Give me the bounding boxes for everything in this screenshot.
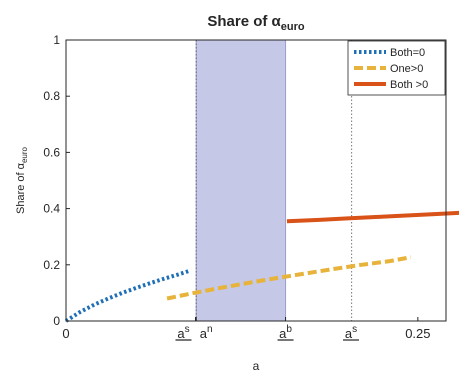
x-tick-label: as xyxy=(177,324,189,341)
x-tick-label: 0 xyxy=(62,326,69,341)
series-line-1 xyxy=(64,268,191,323)
x-tick-label: an xyxy=(200,324,213,341)
series-line-2 xyxy=(166,255,412,301)
y-tick-label: 0 xyxy=(53,314,60,328)
shaded-region xyxy=(195,39,287,322)
x-axis-label: a xyxy=(253,359,260,373)
y-tick-label: 0.4 xyxy=(43,202,60,216)
series-line-3 xyxy=(286,210,459,224)
chart-title: Share of αeuro xyxy=(207,13,305,33)
x-tick-label: ab xyxy=(279,324,292,341)
x-tick-label: 0.25 xyxy=(405,326,430,341)
legend-label-1: Both=0 xyxy=(390,47,425,59)
y-tick-label: 0.8 xyxy=(43,89,60,103)
plot-frame xyxy=(65,39,447,322)
y-tick-label: 0.6 xyxy=(43,145,60,159)
legend: Both=0 One>0 Both >0 xyxy=(347,40,446,96)
y-tick-label: 1 xyxy=(53,33,60,47)
y-tick-label: 0.2 xyxy=(43,258,60,272)
legend-label-3: Both >0 xyxy=(390,79,428,91)
x-tick-label: as xyxy=(345,324,357,341)
legend-label-2: One>0 xyxy=(390,63,423,75)
y-axis-label: Share of αeuro xyxy=(15,146,29,214)
